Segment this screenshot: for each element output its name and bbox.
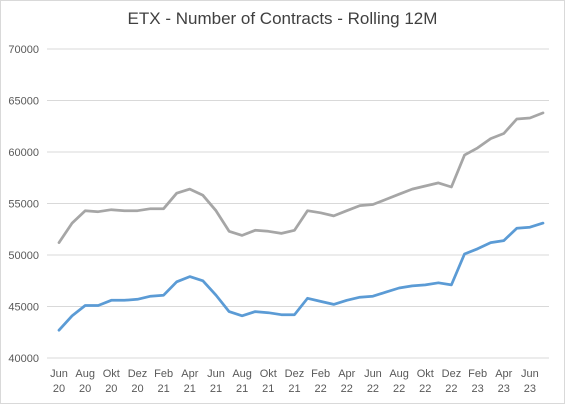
x-tick-label: Okt 22 [417, 368, 434, 395]
x-tick-year: 21 [236, 383, 248, 395]
x-tick-label: Dez 22 [442, 368, 462, 395]
x-tick-year: 20 [105, 383, 117, 395]
x-tick-label: Okt 20 [103, 368, 120, 395]
x-tick-year: 22 [445, 383, 457, 395]
x-tick-year: 21 [158, 383, 170, 395]
y-tick-label: 45000 [8, 302, 39, 314]
x-tick-month: Aug [232, 368, 252, 380]
y-tick-label: 65000 [8, 96, 39, 108]
y-tick-label: 40000 [8, 353, 39, 365]
x-tick-month: Aug [389, 368, 409, 380]
x-tick-month: Okt [260, 368, 277, 380]
x-tick-label: Jun 20 [50, 368, 68, 395]
x-tick-month: Okt [417, 368, 434, 380]
x-tick-label: Dez 20 [128, 368, 148, 395]
x-tick-month: Okt [103, 368, 120, 380]
x-tick-label: Apr 21 [181, 368, 198, 395]
x-tick-year: 20 [131, 383, 143, 395]
x-tick-month: Feb [468, 368, 487, 380]
x-tick-year: 20 [79, 383, 91, 395]
y-tick-label: 60000 [8, 147, 39, 159]
x-tick-year: 22 [393, 383, 405, 395]
x-tick-year: 21 [288, 383, 300, 395]
y-tick-label: 55000 [8, 199, 39, 211]
x-tick-month: Dez [285, 368, 305, 380]
x-tick-month: Dez [128, 368, 148, 380]
x-tick-month: Feb [154, 368, 173, 380]
x-tick-label: Jun 21 [207, 368, 225, 395]
x-tick-label: Aug 22 [389, 368, 409, 395]
x-tick-month: Aug [75, 368, 95, 380]
x-tick-month: Jun [521, 368, 539, 380]
y-tick-label: 70000 [8, 44, 39, 56]
x-tick-month: Feb [311, 368, 330, 380]
series-line-blue [57, 221, 545, 332]
x-tick-month: Dez [442, 368, 462, 380]
x-tick-month: Jun [50, 368, 68, 380]
x-tick-year: 22 [367, 383, 379, 395]
x-tick-month: Apr [181, 368, 198, 380]
chart-title: ETX - Number of Contracts - Rolling 12M [127, 9, 438, 28]
x-tick-year: 22 [419, 383, 431, 395]
y-tick-label: 50000 [8, 250, 39, 262]
x-tick-label: Apr 22 [338, 368, 355, 395]
x-tick-label: Feb 22 [311, 368, 330, 395]
x-tick-label: Feb 23 [468, 368, 487, 395]
x-tick-label: Aug 20 [75, 368, 95, 395]
x-tick-label: Dez 21 [285, 368, 305, 395]
x-tick-month: Jun [207, 368, 225, 380]
x-tick-month: Jun [364, 368, 382, 380]
x-tick-label: Feb 21 [154, 368, 173, 395]
x-tick-year: 22 [314, 383, 326, 395]
x-tick-year: 23 [471, 383, 483, 395]
series-line-gray [57, 111, 545, 244]
x-tick-month: Apr [338, 368, 355, 380]
x-tick-year: 21 [262, 383, 274, 395]
x-tick-year: 22 [341, 383, 353, 395]
x-tick-year: 23 [498, 383, 510, 395]
x-tick-label: Okt 21 [260, 368, 277, 395]
x-tick-month: Apr [495, 368, 512, 380]
x-tick-label: Jun 23 [521, 368, 539, 395]
x-tick-year: 20 [53, 383, 65, 395]
x-tick-label: Aug 21 [232, 368, 252, 395]
x-tick-year: 21 [210, 383, 222, 395]
x-tick-label: Jun 22 [364, 368, 382, 395]
x-tick-year: 23 [524, 383, 536, 395]
x-tick-label: Apr 23 [495, 368, 512, 395]
x-tick-year: 21 [184, 383, 196, 395]
